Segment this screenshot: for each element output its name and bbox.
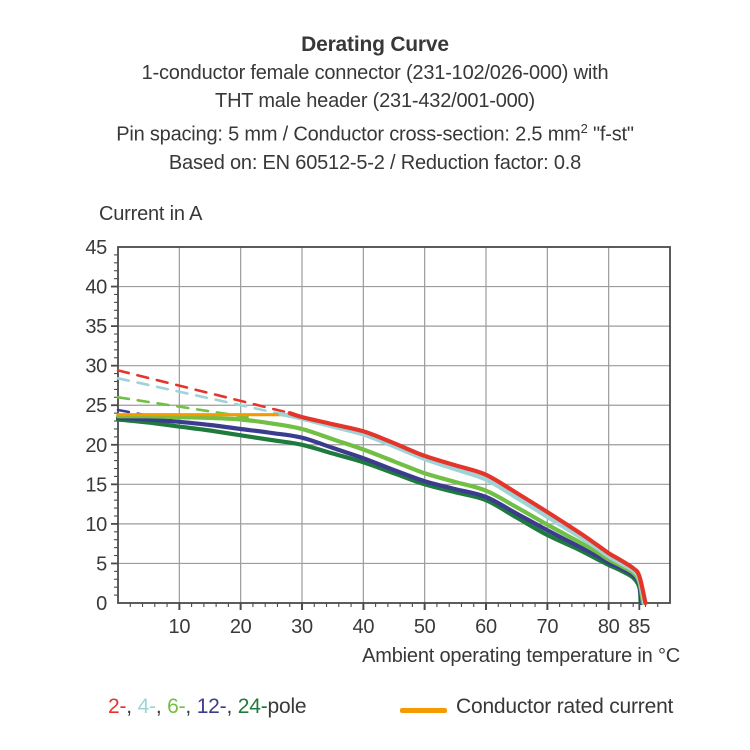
x-tick-label: 85 — [629, 616, 651, 638]
chart-subtitle-line-4: Based on: EN 60512-5-2 / Reduction facto… — [168, 151, 582, 174]
series-2-pole-above-rating — [116, 369, 291, 415]
y-tick-label: 15 — [85, 474, 107, 496]
chart-title: Derating Curve — [301, 33, 449, 56]
y-tick-label: 30 — [85, 356, 107, 378]
x-tick-label: 80 — [598, 616, 620, 638]
y-tick-label: 5 — [96, 553, 107, 575]
series-4-pole-above-rating — [116, 377, 282, 416]
y-tick-label: 25 — [85, 395, 107, 417]
series-2-pole — [287, 411, 648, 606]
legend-pole-segment: , — [185, 695, 197, 718]
legend-pole-segment: 12- — [196, 695, 227, 718]
y-tick-label: 10 — [85, 514, 107, 536]
y-tick-label: 45 — [85, 237, 107, 259]
series-6-pole-above-rating — [116, 396, 255, 420]
x-tick-label: 30 — [291, 616, 313, 638]
x-tick-label: 50 — [414, 616, 436, 638]
legend-pole-segment: 4- — [137, 695, 156, 718]
series-6-pole — [115, 414, 646, 606]
legend-pole-segment: 6- — [167, 695, 186, 718]
y-tick-label: 20 — [85, 435, 107, 457]
chart-subtitle-line-3: Pin spacing: 5 mm / Conductor cross-sect… — [116, 121, 634, 146]
y-axis-title: Current in A — [99, 203, 203, 225]
legend-pole-segment: , — [155, 695, 168, 718]
plot-frame — [117, 246, 671, 604]
x-tick-label: 40 — [353, 616, 375, 638]
y-tick-label: 35 — [85, 316, 107, 338]
series-24-pole — [115, 417, 643, 606]
x-tick-label: 10 — [169, 616, 191, 638]
x-axis-title: Ambient operating temperature in °C — [362, 645, 680, 667]
legend-pole-segment: , — [226, 695, 238, 718]
legend-pole-segment: pole — [267, 695, 307, 718]
series-12-pole — [115, 415, 644, 606]
legend-pole-segment: 2- — [108, 695, 127, 718]
x-tick-label: 60 — [475, 616, 497, 638]
series-4-pole — [278, 411, 647, 606]
legend-pole-labels: 2-, 4-, 6-, 12-, 24-pole — [108, 695, 307, 719]
chart-subtitle-line-1: 1-conductor female connector (231-102/02… — [141, 62, 609, 84]
x-tick-label: 70 — [537, 616, 559, 638]
legend-rated-current-swatch — [400, 708, 447, 713]
legend-rated-current-label: Conductor rated current — [456, 695, 674, 718]
chart-subtitle-line-2: THT male header (231-432/001-000) — [215, 90, 535, 112]
x-tick-label: 20 — [230, 616, 252, 638]
y-tick-label: 0 — [96, 593, 107, 615]
title-block: Derating Curve 1-conductor female connec… — [0, 31, 750, 177]
y-tick-label: 40 — [85, 277, 107, 299]
superscript-2: 2 — [580, 121, 588, 136]
legend-pole-segment: , — [126, 695, 138, 718]
legend-pole-segment: 24- — [237, 695, 268, 718]
